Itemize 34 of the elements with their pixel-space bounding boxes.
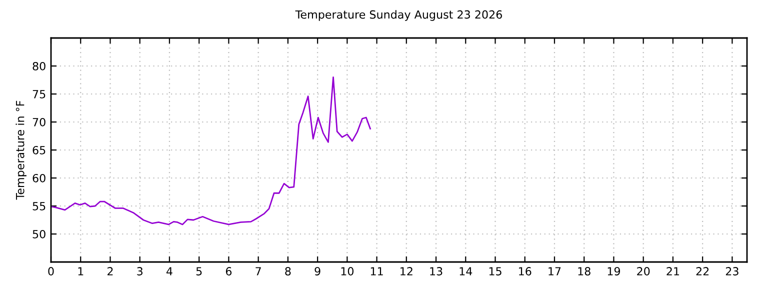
x-tick-label: 19 [608, 267, 620, 276]
x-tick-label: 9 [314, 267, 320, 276]
y-tick-label: 50 [32, 230, 46, 238]
x-tick-label: 1 [78, 267, 84, 276]
y-tick-label: 65 [32, 146, 46, 154]
x-tick-label: 23 [726, 267, 738, 276]
x-tick-label: 14 [460, 267, 472, 276]
x-tick-label: 21 [666, 267, 679, 276]
x-tick-label: 0 [48, 267, 54, 276]
x-tick-label: 18 [578, 267, 590, 276]
x-tick-label: 4 [166, 267, 172, 276]
x-tick-label: 5 [196, 267, 202, 276]
x-tick-label: 17 [548, 267, 561, 276]
x-tick-label: 8 [285, 267, 291, 276]
x-tick-label: 16 [519, 267, 532, 276]
x-tick-label: 11 [370, 267, 383, 276]
chart-title: Temperature Sunday August 23 2026 [295, 10, 502, 21]
x-tick-label: 7 [256, 267, 261, 276]
x-tick-label: 10 [341, 267, 354, 276]
x-tick-label: 12 [400, 267, 412, 276]
x-tick-label: 15 [489, 267, 502, 276]
y-tick-label: 80 [32, 62, 46, 70]
x-tick-label: 22 [696, 267, 709, 276]
x-tick-label: 6 [226, 267, 232, 276]
y-tick-label: 70 [32, 118, 46, 126]
y-tick-label: 55 [32, 202, 46, 210]
line-series [51, 76, 371, 226]
x-tick-label: 13 [430, 267, 442, 276]
y-tick-label: 75 [32, 90, 46, 98]
y-tick-label: 60 [32, 174, 46, 182]
x-tick-label: 3 [137, 267, 142, 276]
y-axis-title: Temperature in °F [16, 100, 26, 200]
x-tick-label: 20 [637, 267, 650, 276]
x-tick-label: 2 [108, 267, 113, 276]
